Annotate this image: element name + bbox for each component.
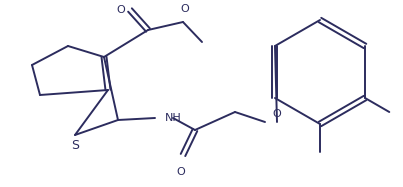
Text: NH: NH — [165, 113, 182, 123]
Text: O: O — [116, 5, 125, 15]
Text: O: O — [272, 109, 281, 119]
Text: S: S — [71, 139, 79, 152]
Text: O: O — [181, 4, 189, 14]
Text: O: O — [177, 167, 185, 177]
